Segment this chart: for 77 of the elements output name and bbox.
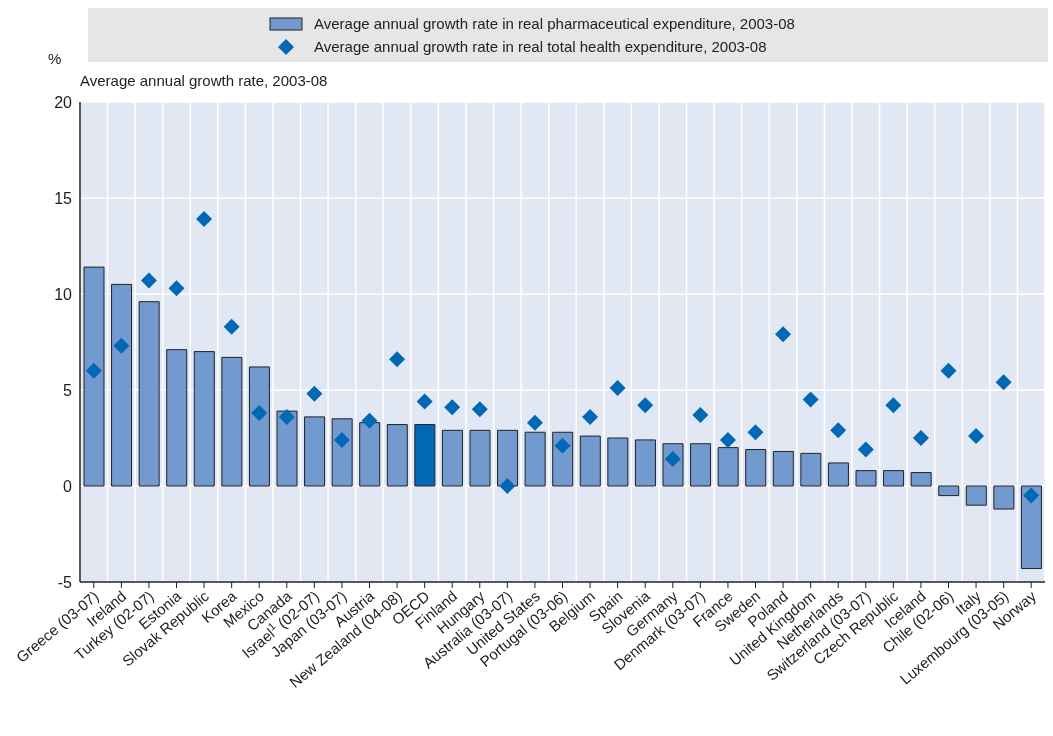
bar [717, 447, 739, 487]
point [361, 412, 378, 429]
bar [359, 422, 381, 487]
legend-label: Average annual growth rate in real pharmaceutical expenditure, 2003-08 [314, 15, 795, 32]
point [830, 422, 847, 439]
point [333, 431, 350, 448]
point [85, 362, 102, 379]
point [609, 380, 626, 397]
point [857, 441, 874, 458]
bar [883, 470, 905, 487]
bar [304, 416, 326, 487]
point [196, 211, 213, 228]
bar [524, 431, 546, 487]
y-tick-label: 15 [54, 189, 73, 207]
point [526, 414, 543, 431]
point [912, 430, 929, 446]
bar [827, 462, 849, 487]
bar [1020, 485, 1042, 570]
point [168, 280, 185, 297]
bar [993, 485, 1015, 510]
bar [938, 485, 960, 497]
y-tick-label: 10 [54, 285, 73, 303]
point [554, 437, 571, 454]
bar [193, 351, 215, 487]
point [719, 431, 736, 448]
bar [111, 283, 133, 487]
bar [138, 301, 160, 487]
point [140, 272, 157, 289]
bar [910, 472, 932, 487]
point [499, 478, 516, 494]
y-tick-label: -5 [57, 573, 73, 591]
point [306, 385, 323, 402]
bar [607, 437, 629, 487]
point [692, 406, 709, 423]
y-tick-label: 0 [63, 477, 73, 495]
point [416, 393, 433, 410]
bar [855, 470, 877, 487]
legend-label: Average annual growth rate in real total health expenditure, 2003-08 [314, 38, 767, 55]
y-tick-label: 20 [54, 93, 73, 111]
point [444, 399, 461, 416]
point [251, 405, 268, 422]
point [775, 326, 792, 343]
bar [800, 452, 822, 487]
point [223, 318, 240, 335]
point [389, 351, 406, 368]
point [968, 428, 985, 445]
point [940, 362, 957, 379]
bar [166, 349, 188, 487]
bar [441, 429, 463, 487]
bar [690, 443, 712, 487]
bar [579, 435, 601, 487]
chart-subtitle: Average annual growth rate, 2003-08 [80, 72, 328, 89]
point [802, 391, 819, 408]
bar [745, 449, 767, 487]
bar [634, 439, 656, 487]
bar [414, 424, 436, 487]
point [747, 424, 764, 441]
point [582, 408, 599, 425]
bar [965, 485, 987, 506]
bar [469, 429, 491, 487]
bar [772, 450, 794, 487]
point [471, 401, 488, 418]
point [1023, 487, 1040, 504]
point [278, 408, 295, 425]
bar [221, 356, 243, 487]
y-axis-title: % [48, 50, 62, 67]
bar [83, 266, 105, 487]
point [885, 397, 902, 414]
bar [331, 418, 353, 487]
bar [276, 410, 298, 487]
point [113, 337, 130, 354]
bar [386, 424, 408, 487]
y-tick-label: 5 [63, 381, 73, 399]
point [995, 374, 1012, 391]
bar [248, 366, 270, 487]
point [637, 397, 654, 414]
bar [497, 429, 519, 487]
